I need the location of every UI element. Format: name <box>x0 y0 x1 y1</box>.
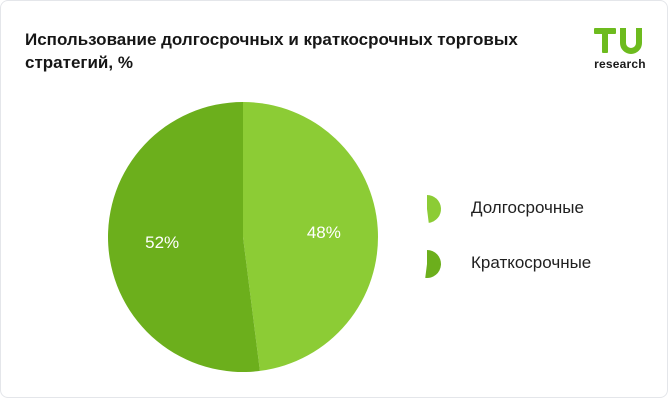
logo-text: research <box>594 57 646 71</box>
tu-research-logo: research <box>588 25 652 73</box>
legend-label-2: Краткосрочные <box>471 253 592 272</box>
legend-swatch-icon-2 <box>425 250 441 278</box>
slice-value-label-2: 52% <box>145 233 179 252</box>
slice-value-label-1: 48% <box>307 223 341 242</box>
legend-label-1: Долгосрочные <box>471 198 584 217</box>
tu-logo-mark-icon <box>594 28 642 54</box>
legend-swatch-icon-1 <box>427 195 442 223</box>
pie-slice-1 <box>243 102 378 371</box>
chart-title: Использование долгосрочных и краткосрочн… <box>25 30 518 72</box>
pie-slice-2 <box>107 102 260 373</box>
